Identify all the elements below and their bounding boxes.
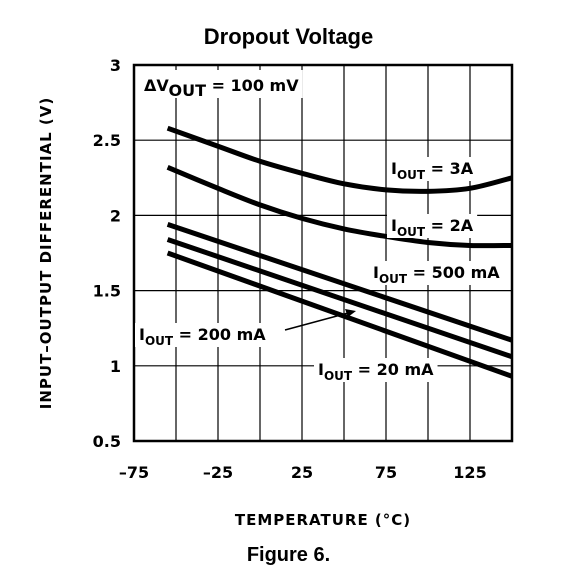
label-iout-200ma: IOUT = 200 mA [139, 325, 266, 348]
label-iout-2a: IOUT = 2A [391, 216, 474, 239]
x-tick-label: 25 [291, 463, 313, 482]
label-iout-20ma: IOUT = 20 mA [318, 360, 434, 383]
y-tick-label: 0.5 [93, 432, 121, 451]
figure-label: Figure 6. [246, 544, 331, 566]
label-200ma-pointer [284, 312, 349, 331]
label-iout-500ma-bg [369, 261, 504, 285]
grid-lines [134, 65, 512, 441]
curve-iout-200ma [166, 237, 513, 360]
chart-title: Dropout Voltage [203, 24, 374, 49]
condition-label: ΔVOUT = 100 mV [144, 76, 299, 100]
curve-iout-500ma [166, 222, 513, 343]
y-tick-label: 2 [110, 206, 121, 225]
x-tick-label: –75 [119, 463, 149, 482]
y-tick-label: 2.5 [93, 131, 121, 150]
label-iout-3a-bg [387, 157, 478, 181]
x-tick-label: 125 [453, 463, 486, 482]
annotations: IOUT = 3A IOUT = 2A IOUT = 500 mA IOUT = 20… [135, 70, 504, 383]
y-tick-label: 1 [110, 357, 121, 376]
label-iout-200ma-bg [135, 323, 270, 347]
label-iout-20ma-bg [314, 358, 438, 382]
tick-labels: –75 –25 25 75 125 0.5 1 1.5 2 2.5 3 [93, 56, 487, 482]
plot-border [132, 63, 514, 443]
x-tick-label: 75 [375, 463, 397, 482]
label-iout-3a: IOUT = 3A [391, 159, 474, 182]
curve-iout-2a [166, 164, 513, 249]
label-iout-500ma: IOUT = 500 mA [373, 263, 500, 286]
condition-bg [140, 70, 303, 98]
x-axis-label: TEMPERATURE (°C) [235, 511, 411, 529]
y-axis-label: INPUT–OUTPUT DIFFERENTIAL (V) [37, 97, 55, 409]
curve-iout-3a [166, 125, 513, 194]
plot-frame [132, 63, 514, 443]
y-tick-label: 3 [110, 56, 121, 75]
x-tick-label: –25 [203, 463, 233, 482]
label-iout-2a-bg [387, 214, 478, 238]
y-tick-label: 1.5 [93, 282, 121, 301]
label-200ma-arrowhead [345, 309, 356, 317]
